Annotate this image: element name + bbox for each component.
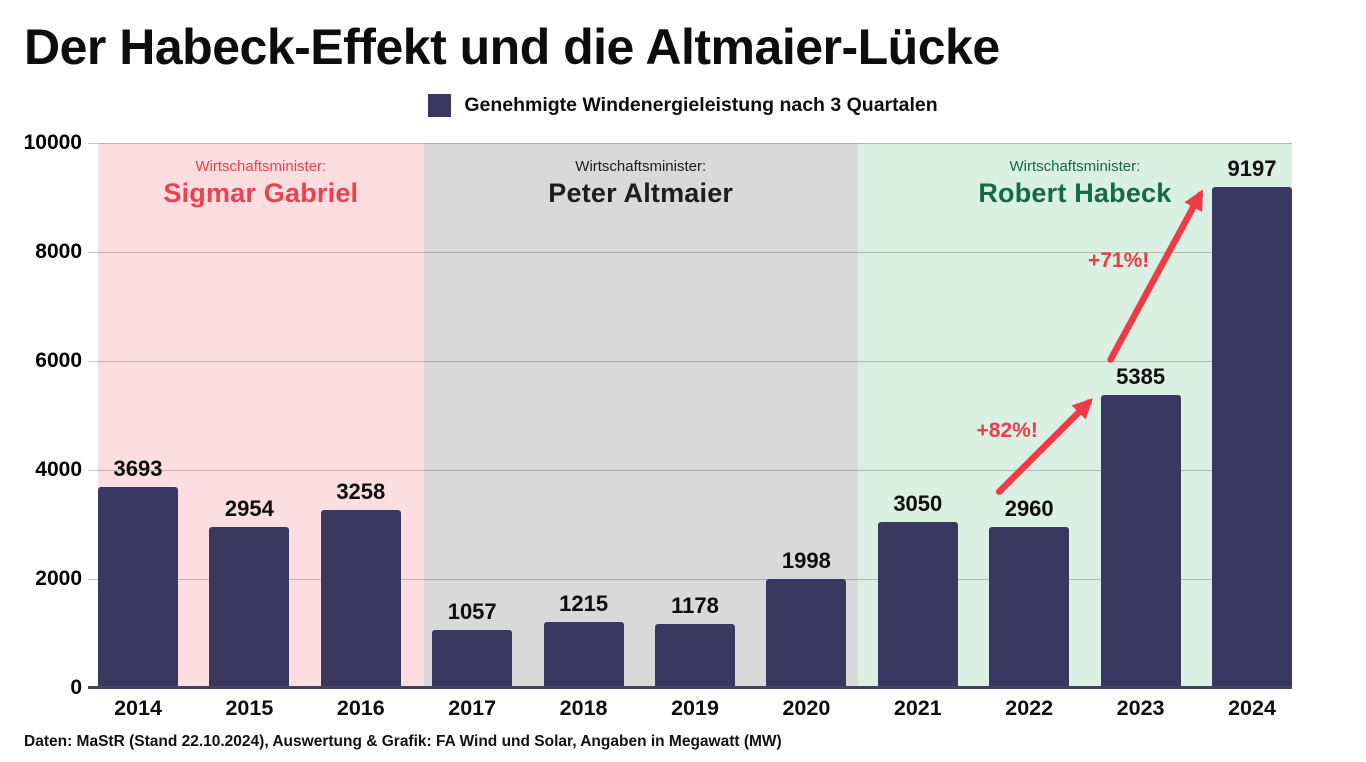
y-tick-label: 2000 xyxy=(35,567,82,590)
gridline xyxy=(88,361,1292,362)
gridline xyxy=(88,579,1292,580)
y-tick-label: 0 xyxy=(70,676,82,699)
bar xyxy=(320,510,401,688)
legend-swatch-icon xyxy=(428,94,452,117)
y-tick-label: 4000 xyxy=(35,458,82,481)
minister-era-label: Wirtschaftsminister: Peter Altmaier xyxy=(424,158,858,209)
x-tick-label: 2017 xyxy=(448,696,497,720)
chart-legend: Genehmigte Windenergieleistung nach 3 Qu… xyxy=(0,94,1366,117)
growth-percent-label: +71%! xyxy=(1087,249,1150,273)
bar xyxy=(766,579,847,688)
x-tick-label: 2021 xyxy=(893,696,942,720)
bar-value-label: 2960 xyxy=(1004,495,1054,521)
minister-era-prefix: Wirtschaftsminister: xyxy=(195,158,327,175)
x-tick-label: 2019 xyxy=(671,696,719,720)
minister-era-prefix: Wirtschaftsminister: xyxy=(1009,158,1141,175)
x-tick-label: 2022 xyxy=(1005,696,1054,720)
bar xyxy=(1212,186,1292,688)
x-tick-label: 2024 xyxy=(1228,696,1276,720)
bar-value-label: 1178 xyxy=(671,592,719,618)
bar-value-label: 2954 xyxy=(224,496,274,522)
bar-value-label: 9197 xyxy=(1227,155,1277,181)
growth-percent-label: +82%! xyxy=(976,419,1038,443)
legend-label: Genehmigte Windenergieleistung nach 3 Qu… xyxy=(464,94,938,116)
bar-value-label: 3258 xyxy=(336,479,386,505)
bar xyxy=(432,630,513,688)
bar xyxy=(655,623,735,688)
gridline xyxy=(88,252,1292,253)
minister-era-band: Wirtschaftsminister: Peter Altmaier xyxy=(423,143,858,688)
x-axis-line xyxy=(88,686,1292,689)
y-tick-label: 8000 xyxy=(35,240,82,263)
x-tick-label: 2015 xyxy=(225,696,274,720)
bar-value-label: 1998 xyxy=(781,548,831,574)
bar xyxy=(98,486,178,688)
x-tick-label: 2018 xyxy=(559,696,608,720)
minister-era-label: Wirtschaftsminister: Sigmar Gabriel xyxy=(98,158,424,209)
x-axis: 2014 2015 2016 2017 2018 2019 2020 2021 2022 2023… xyxy=(98,696,1292,724)
x-tick-label: 2014 xyxy=(114,696,162,720)
x-tick-label: 2016 xyxy=(336,696,385,720)
bar xyxy=(543,621,624,688)
gridline xyxy=(88,143,1292,144)
bar-value-label: 3693 xyxy=(113,455,163,481)
x-tick-label: 2020 xyxy=(782,696,831,720)
y-axis: 0 2000 4000 6000 8000 10000 xyxy=(0,132,86,699)
bar xyxy=(989,526,1070,688)
page-title: Der Habeck-Effekt und die Altmaier-Lücke xyxy=(24,19,1000,75)
bar-chart-plot-area: Wirtschaftsminister: Sigmar Gabriel Wirtsc… xyxy=(88,143,1292,689)
source-note: Daten: MaStR (Stand 22.10.2024), Auswert… xyxy=(24,733,782,750)
bar xyxy=(209,527,290,688)
minister-era-prefix: Wirtschaftsminister: xyxy=(575,158,707,175)
minister-name: Peter Altmaier xyxy=(548,178,734,208)
x-tick-label: 2023 xyxy=(1116,696,1165,720)
bar-value-label: 1057 xyxy=(447,599,497,625)
minister-name: Sigmar Gabriel xyxy=(163,178,359,208)
bar-value-label: 3050 xyxy=(893,490,943,516)
bar xyxy=(877,521,958,688)
bar xyxy=(1100,394,1181,688)
y-tick-label: 10000 xyxy=(23,131,82,154)
bar-value-label: 1215 xyxy=(559,590,609,616)
gridline xyxy=(88,470,1292,471)
bar-value-label: 5385 xyxy=(1116,363,1166,389)
y-tick-label: 6000 xyxy=(35,349,82,372)
